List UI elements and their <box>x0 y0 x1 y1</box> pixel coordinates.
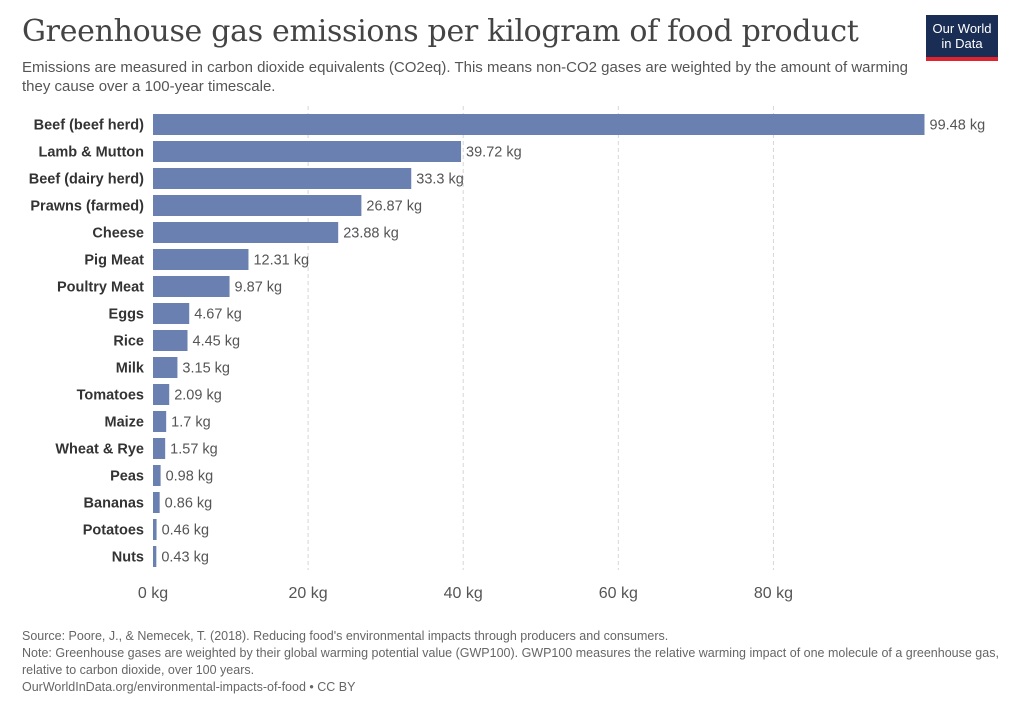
source-text: Source: Poore, J., & Nemecek, T. (2018).… <box>22 629 669 643</box>
value-label: 3.15 kg <box>182 361 230 377</box>
category-label: Bananas <box>84 496 144 512</box>
x-tick-label: 20 kg <box>289 585 328 602</box>
value-label: 0.98 kg <box>166 469 214 485</box>
bar-chart: Beef (beef herd) Lamb & Mutton Beef (dairy… <box>29 106 985 602</box>
category-label: Beef (dairy herd) <box>29 172 144 188</box>
x-tick-label: 80 kg <box>754 585 793 602</box>
note-text: Note: Greenhouse gases are weighted by t… <box>22 646 999 677</box>
category-label: Cheese <box>92 226 144 242</box>
value-label: 9.87 kg <box>235 280 283 296</box>
value-label: 12.31 kg <box>253 253 309 269</box>
bar <box>153 249 249 270</box>
bar <box>153 276 230 297</box>
value-label: 4.45 kg <box>193 334 241 350</box>
chart-title: Greenhouse gas emissions per kilogram of… <box>22 14 859 49</box>
category-label: Rice <box>113 334 144 350</box>
bar <box>153 357 178 378</box>
url-text[interactable]: OurWorldInData.org/environmental-impacts… <box>22 680 356 694</box>
logo-line-2: in Data <box>941 36 983 51</box>
category-label: Potatoes <box>83 523 144 539</box>
x-tick-label: 0 kg <box>138 585 168 602</box>
value-label: 0.43 kg <box>161 550 209 566</box>
value-label: 2.09 kg <box>174 388 222 404</box>
gridlines <box>307 106 774 570</box>
owid-logo[interactable]: Our World in Data <box>926 15 998 61</box>
value-label: 99.48 kg <box>930 118 986 134</box>
value-label: 33.3 kg <box>416 172 464 188</box>
bar <box>153 195 362 216</box>
bar <box>153 465 161 486</box>
value-label: 23.88 kg <box>343 226 399 242</box>
category-label: Wheat & Rye <box>55 442 144 458</box>
category-label: Lamb & Mutton <box>38 145 144 161</box>
bar <box>153 519 157 540</box>
category-label: Prawns (farmed) <box>30 199 144 215</box>
logo-line-1: Our World <box>932 21 992 36</box>
category-label: Beef (beef herd) <box>34 118 145 134</box>
bar <box>153 222 339 243</box>
bar <box>153 114 925 135</box>
bars <box>153 114 925 567</box>
x-axis-ticks: 0 kg 20 kg 40 kg 60 kg 80 kg <box>138 585 793 602</box>
bar <box>153 330 188 351</box>
category-label: Nuts <box>112 550 144 566</box>
category-label: Eggs <box>109 307 144 323</box>
category-label: Poultry Meat <box>57 280 144 296</box>
value-label: 1.57 kg <box>170 442 218 458</box>
chart-footer: Source: Poore, J., & Nemecek, T. (2018).… <box>22 628 1002 696</box>
value-label: 39.72 kg <box>466 145 522 161</box>
bar <box>153 141 462 162</box>
chart-subtitle: Emissions are measured in carbon dioxide… <box>22 59 909 95</box>
category-label: Maize <box>105 415 145 431</box>
bar <box>153 303 190 324</box>
bar <box>153 492 160 513</box>
bar <box>153 546 157 567</box>
category-label: Pig Meat <box>84 253 144 269</box>
category-label: Milk <box>116 361 145 377</box>
value-label: 4.67 kg <box>194 307 242 323</box>
bar <box>153 411 167 432</box>
bar <box>153 438 166 459</box>
category-label: Peas <box>110 469 144 485</box>
value-label: 26.87 kg <box>366 199 422 215</box>
category-label: Tomatoes <box>77 388 144 404</box>
value-label: 0.46 kg <box>162 523 210 539</box>
bar <box>153 384 170 405</box>
value-label: 1.7 kg <box>171 415 211 431</box>
value-label: 0.86 kg <box>165 496 213 512</box>
category-labels: Beef (beef herd) Lamb & Mutton Beef (dairy… <box>29 118 145 566</box>
x-tick-label: 40 kg <box>444 585 483 602</box>
x-tick-label: 60 kg <box>599 585 638 602</box>
bar <box>153 168 412 189</box>
